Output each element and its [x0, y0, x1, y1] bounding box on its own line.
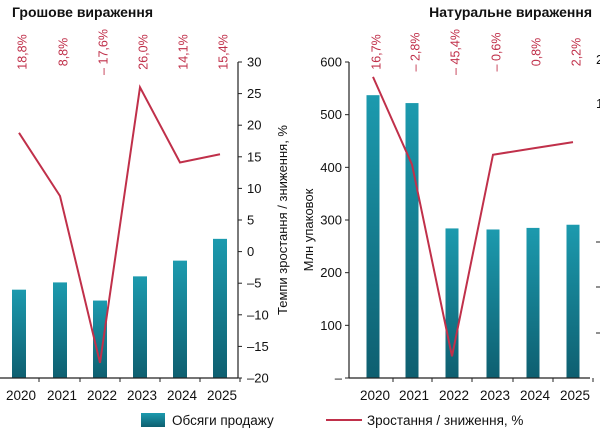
right-bar-2025	[566, 224, 580, 378]
right-x-tick-label: 2022	[439, 388, 469, 403]
right-growth-label: – 0,6%	[489, 33, 503, 72]
left-bar-2023	[133, 276, 147, 378]
right-bar-2023	[486, 229, 500, 378]
left-growth-label: 18,8%	[15, 34, 29, 69]
right-y-tick-label: 500	[320, 107, 342, 122]
right-y-tick-label: 600	[320, 55, 342, 70]
right-bars	[366, 95, 580, 379]
left-bar-2022	[93, 300, 107, 378]
left-y2-tick-label: –10	[247, 307, 269, 322]
legend-bar-swatch	[141, 413, 165, 427]
right-growth-label: – 2,8%	[408, 33, 422, 72]
right-growth-label: 0,8%	[529, 38, 543, 67]
left-y2-tick-label: –5	[247, 276, 261, 291]
left-bars	[12, 238, 227, 378]
right-bar-2021	[405, 103, 419, 378]
left-y2-tick-label: 0	[247, 244, 254, 259]
left-bar-2025	[213, 238, 227, 378]
right-x-tick-label: 2020	[360, 388, 390, 403]
right-x-tick-label: 2021	[399, 388, 429, 403]
left-y2-tick-label: 20	[247, 118, 261, 133]
right-y2-partial-tick-label: 1	[596, 96, 600, 111]
left-x-tick-label: 2023	[127, 388, 157, 403]
right-y-tick-label: 400	[320, 160, 342, 175]
left-y2-tick-label: 15	[247, 149, 261, 164]
right-y-tick-label: –	[335, 371, 343, 386]
left-growth-line	[18, 84, 221, 364]
right-y-tick-label: 100	[320, 318, 342, 333]
left-x-tick-label: 2025	[207, 388, 237, 403]
left-growth-label: 26,0%	[136, 34, 150, 69]
left-x-tick-label: 2024	[167, 388, 198, 403]
right-growth-line	[372, 76, 574, 357]
left-growth-label: – 17,6%	[96, 29, 110, 75]
left-x-tick-label: 2022	[87, 388, 117, 403]
left-y2-tick-label: 30	[247, 55, 261, 70]
right-bar-2024	[526, 227, 540, 378]
right-growth-label: 16,7%	[369, 34, 383, 69]
right-y-tick-label: 300	[320, 213, 342, 228]
left-growth-label: 15,4%	[216, 34, 230, 69]
left-bar-2024	[173, 260, 187, 378]
left-y2-tick-label: –15	[247, 339, 269, 354]
left-y2-axis-label: Темпи зростання / зниження, %	[275, 125, 290, 315]
right-x-tick-label: 2024	[520, 388, 551, 403]
right-growth-polyline	[372, 76, 574, 357]
left-y2-tick-label: 5	[247, 213, 254, 228]
left-growth-polyline	[18, 84, 221, 364]
right-y-tick-label: 200	[320, 265, 342, 280]
right-y-axis-label: Млн упаковок	[301, 188, 316, 271]
left-x-tick-label: 2021	[47, 388, 77, 403]
legend-bar-label: Обсяги продажу	[172, 413, 274, 428]
right-growth-label: 2,2%	[569, 38, 583, 67]
legend-line-label: Зростання / зниження, %	[367, 413, 523, 428]
right-bar-2020	[366, 95, 380, 379]
left-growth-label: 8,8%	[56, 38, 70, 67]
left-y2-tick-label: 10	[247, 181, 261, 196]
right-y2-partial-tick-label: 2	[596, 52, 600, 67]
left-growth-label: 14,1%	[176, 34, 190, 69]
legend: Обсяги продажу Зростання / зниження, %	[141, 413, 523, 428]
axes	[0, 61, 600, 382]
left-bar-2020	[12, 289, 26, 378]
left-bar-2021	[53, 282, 67, 378]
right-x-tick-label: 2025	[560, 388, 590, 403]
left-y2-tick-label: 25	[247, 86, 261, 101]
left-x-tick-label: 2020	[6, 388, 36, 403]
right-growth-label: – 45,4%	[448, 29, 462, 75]
left-chart-title: Грошове вираження	[12, 4, 153, 20]
right-x-tick-label: 2023	[480, 388, 510, 403]
left-y2-tick-label: –20	[247, 371, 269, 386]
right-chart-title: Натуральне вираження	[429, 4, 592, 20]
